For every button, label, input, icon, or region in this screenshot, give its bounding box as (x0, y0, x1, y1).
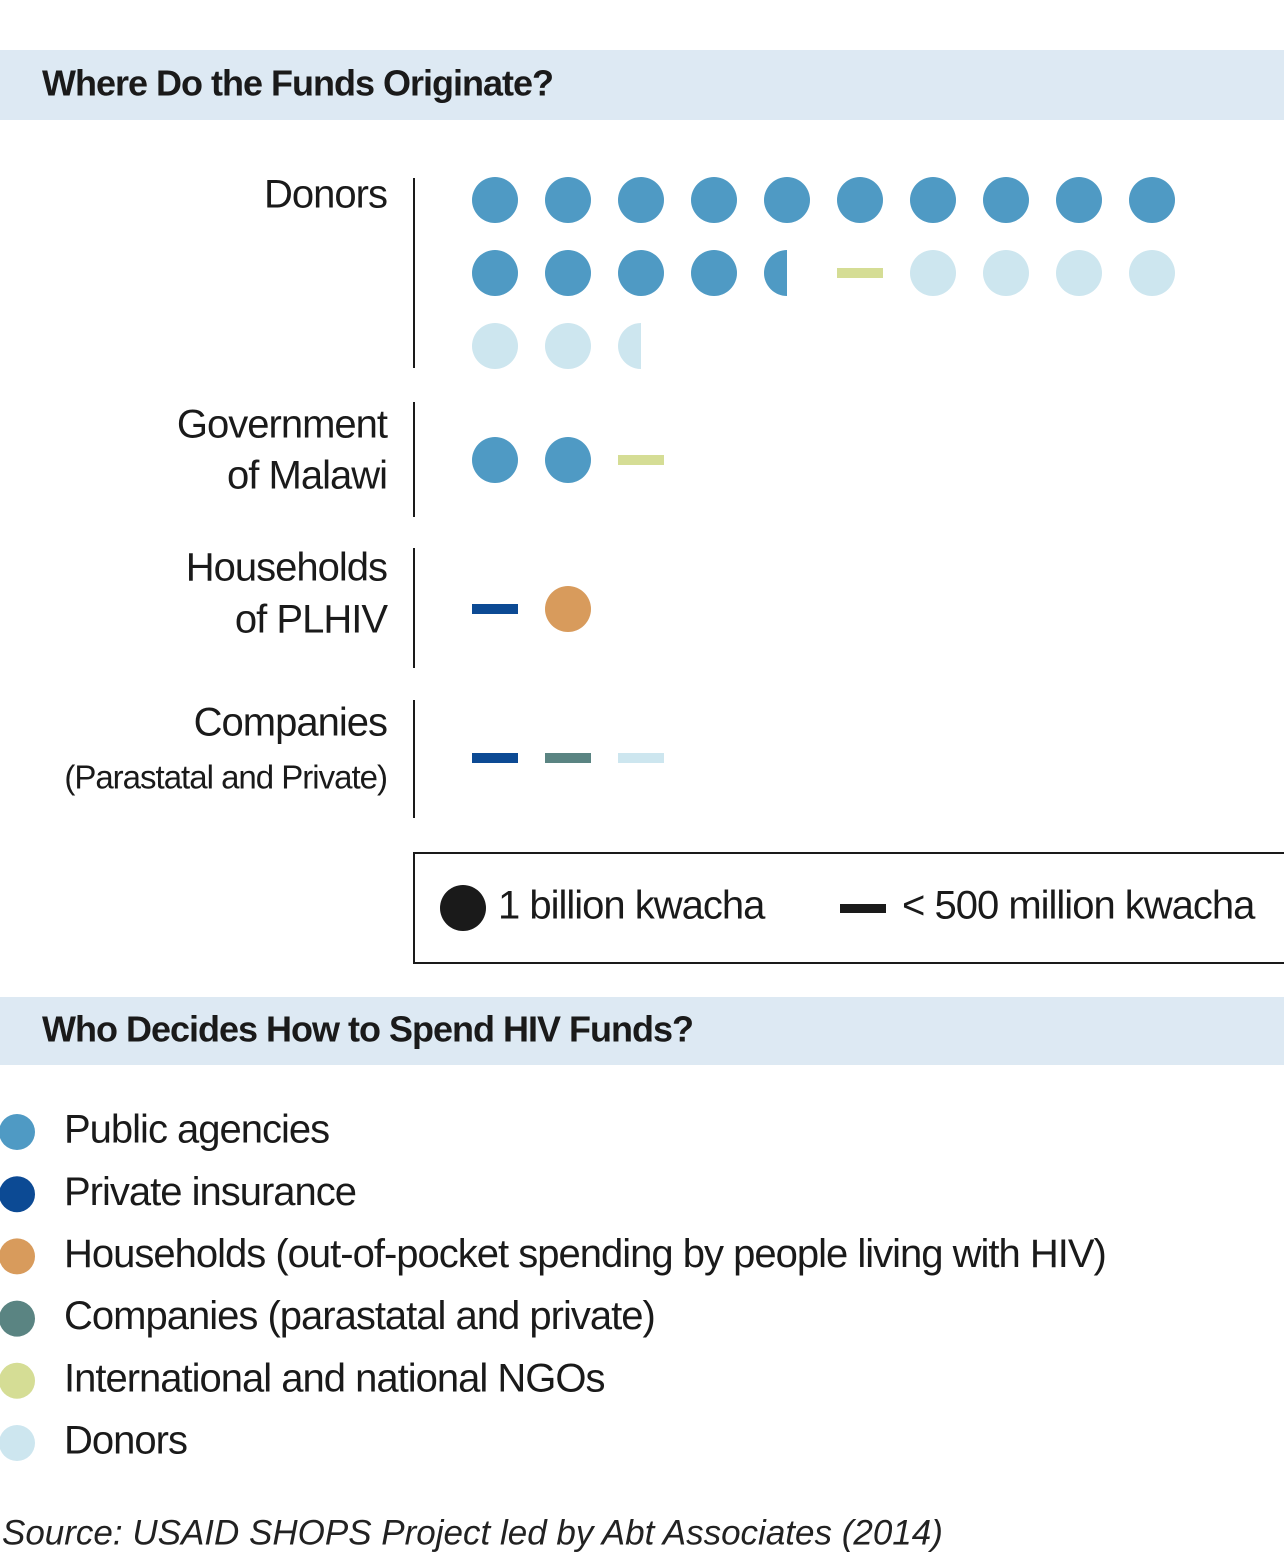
chart-title: Where Do the Funds Originate? (42, 63, 553, 104)
unit-legend-dash (840, 904, 886, 913)
unit-circle (472, 323, 518, 369)
legend-label: Donors (64, 1419, 187, 1463)
category-label: Government (177, 403, 388, 447)
category-label: Households (186, 546, 387, 590)
legend-label: International and national NGOs (64, 1356, 604, 1400)
unit-half-circle (618, 323, 641, 369)
legend-label: Households (out-of-pocket spending by pe… (64, 1232, 1106, 1276)
unit-legend-full: 1 billion kwacha (498, 884, 766, 928)
legend-label: Companies (parastatal and private) (64, 1294, 655, 1338)
unit-dash (618, 455, 664, 465)
category-label: of PLHIV (235, 598, 388, 642)
unit-dash (545, 753, 591, 763)
unit-circle (837, 177, 883, 223)
unit-circle (472, 437, 518, 483)
source: Source: USAID SHOPS Project led by Abt A… (2, 1513, 943, 1552)
unit-legend-small: < 500 million kwacha (902, 884, 1256, 928)
unit-circle (545, 323, 591, 369)
unit-circle (910, 250, 956, 296)
legend-title: Who Decides How to Spend HIV Funds? (42, 1009, 693, 1050)
category-label: (Parastatal and Private) (64, 759, 387, 796)
unit-circle (983, 177, 1029, 223)
header-band (0, 997, 1284, 1065)
unit-circle (472, 177, 518, 223)
unit-circle (472, 250, 518, 296)
unit-legend-box (413, 852, 1284, 964)
unit-dash (837, 268, 883, 278)
unit-circle (545, 586, 591, 632)
unit-circle (545, 250, 591, 296)
header-band (0, 50, 1284, 120)
unit-circle (1056, 177, 1102, 223)
unit-circle (1056, 250, 1102, 296)
unit-circle (691, 177, 737, 223)
unit-half-circle (764, 250, 787, 296)
legend-swatch (0, 1362, 35, 1399)
unit-circle (691, 250, 737, 296)
unit-circle (910, 177, 956, 223)
legend-swatch (0, 1176, 35, 1213)
unit-circle (545, 177, 591, 223)
unit-legend-circle (440, 885, 486, 931)
unit-dash (472, 753, 518, 763)
legend-label: Public agencies (64, 1108, 329, 1152)
unit-circle (764, 177, 810, 223)
legend-swatch (0, 1300, 35, 1337)
unit-dash (618, 753, 664, 763)
legend-swatch (0, 1238, 35, 1275)
category-label: Companies (194, 701, 387, 745)
legend-swatch (0, 1425, 35, 1461)
category-label: of Malawi (227, 454, 387, 498)
legend-swatch (0, 1114, 35, 1150)
legend-label: Private insurance (64, 1170, 356, 1214)
unit-circle (618, 250, 664, 296)
unit-dash (472, 604, 518, 614)
unit-circle (545, 437, 591, 483)
unit-circle (1129, 177, 1175, 223)
unit-circle (983, 250, 1029, 296)
unit-circle (1129, 250, 1175, 296)
category-label: Donors (264, 173, 387, 217)
unit-circle (618, 177, 664, 223)
